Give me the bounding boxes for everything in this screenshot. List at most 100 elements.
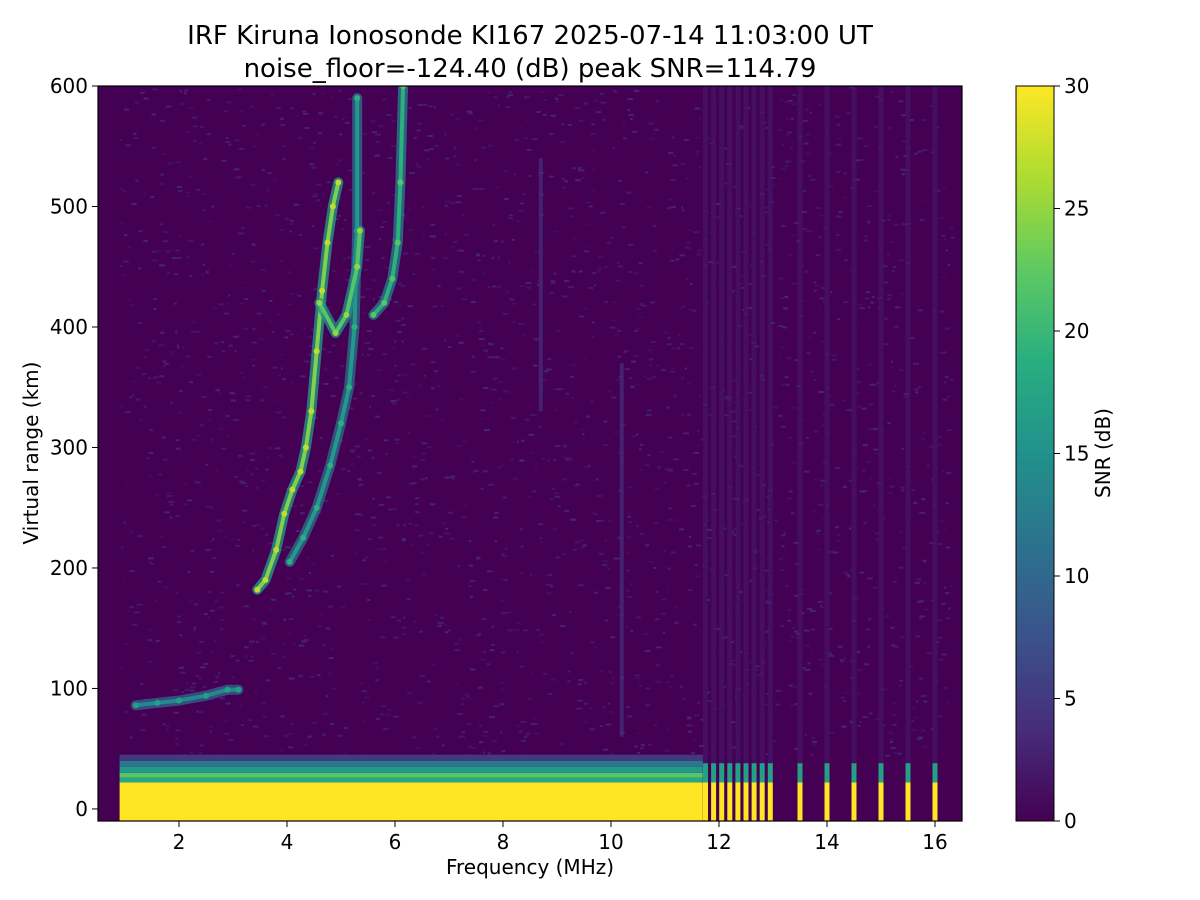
noise-pixel — [170, 351, 177, 353]
noise-pixel — [447, 511, 454, 514]
noise-pixel — [282, 378, 286, 380]
noise-pixel — [857, 137, 864, 140]
noise-pixel — [655, 100, 660, 103]
noise-pixel — [885, 754, 891, 757]
noise-pixel — [843, 301, 849, 304]
noise-pixel — [916, 578, 923, 581]
noise-pixel — [409, 208, 412, 211]
noise-pixel — [226, 101, 232, 104]
noise-pixel — [867, 645, 871, 648]
trace-point — [132, 702, 139, 709]
noise-pixel — [792, 282, 798, 285]
noise-pixel — [424, 374, 426, 377]
noise-pixel — [536, 111, 541, 113]
noise-pixel — [636, 732, 639, 735]
noise-pixel — [261, 479, 266, 482]
noise-pixel — [859, 307, 865, 310]
noise-pixel — [191, 331, 195, 333]
noise-pixel — [481, 344, 486, 347]
noise-pixel — [299, 375, 306, 378]
noise-pixel — [327, 351, 332, 354]
noise-pixel — [307, 336, 313, 339]
noise-pixel — [283, 618, 287, 621]
noise-pixel — [897, 752, 902, 755]
noise-pixel — [240, 372, 243, 374]
ground-clutter-pulse-fringe — [878, 763, 884, 783]
noise-pixel — [188, 107, 194, 109]
noise-pixel — [577, 166, 582, 169]
noise-pixel — [219, 606, 224, 609]
y-tick-label: 0 — [75, 797, 88, 821]
ground-clutter-fringe — [119, 777, 703, 783]
noise-pixel — [211, 698, 215, 701]
noise-pixel — [291, 505, 298, 508]
noise-pixel — [706, 700, 712, 702]
noise-pixel — [312, 93, 316, 96]
noise-pixel — [390, 145, 396, 148]
noise-pixel — [787, 131, 792, 134]
noise-pixel — [298, 136, 302, 139]
noise-pixel — [176, 742, 179, 745]
noise-pixel — [433, 144, 436, 147]
noise-pixel — [872, 427, 878, 430]
noise-pixel — [671, 347, 676, 350]
noise-pixel — [665, 681, 672, 684]
trace-point — [397, 179, 404, 186]
noise-pixel — [366, 354, 371, 357]
noise-pixel — [401, 538, 406, 541]
noise-pixel — [488, 716, 495, 719]
noise-pixel — [626, 705, 630, 708]
noise-pixel — [378, 536, 383, 539]
noise-pixel — [385, 114, 392, 116]
noise-pixel — [385, 453, 388, 456]
noise-pixel — [199, 677, 202, 680]
noise-pixel — [199, 424, 205, 427]
noise-pixel — [472, 278, 477, 281]
noise-pixel — [945, 502, 949, 505]
noise-pixel — [836, 533, 842, 536]
noise-pixel — [220, 619, 224, 621]
noise-pixel — [126, 484, 130, 487]
noise-pixel — [128, 396, 133, 399]
noise-pixel — [637, 752, 641, 754]
ground-clutter-pulse-fringe — [735, 763, 741, 783]
noise-pixel — [347, 470, 351, 473]
noise-pixel — [610, 636, 616, 639]
chart-subtitle: noise_floor=-124.40 (dB) peak SNR=114.79 — [244, 54, 817, 84]
noise-pixel — [458, 270, 464, 273]
noise-pixel — [544, 98, 547, 101]
noise-pixel — [221, 591, 224, 594]
noise-pixel — [668, 507, 672, 510]
noise-pixel — [609, 682, 615, 685]
noise-pixel — [509, 298, 515, 301]
noise-pixel — [640, 744, 646, 747]
noise-pixel — [610, 236, 615, 239]
noise-pixel — [884, 317, 888, 320]
noise-pixel — [405, 579, 411, 582]
noise-pixel — [764, 569, 771, 572]
noise-pixel — [641, 304, 647, 307]
noise-pixel — [349, 450, 355, 453]
noise-pixel — [144, 356, 147, 358]
noise-pixel — [756, 674, 762, 677]
noise-pixel — [304, 127, 310, 129]
noise-pixel — [329, 722, 334, 725]
noise-pixel — [252, 364, 255, 367]
noise-pixel — [437, 285, 441, 288]
noise-pixel — [237, 538, 241, 541]
noise-pixel — [777, 129, 783, 132]
noise-pixel — [190, 550, 195, 553]
noise-pixel — [602, 748, 609, 751]
noise-pixel — [443, 522, 446, 525]
noise-pixel — [334, 376, 339, 379]
noise-pixel — [470, 580, 476, 582]
noise-pixel — [525, 281, 532, 284]
noise-pixel — [419, 675, 425, 678]
trace-point — [343, 311, 350, 318]
noise-pixel — [913, 362, 919, 365]
noise-pixel — [579, 315, 585, 318]
noise-pixel — [362, 559, 367, 562]
noise-pixel — [203, 158, 208, 160]
noise-pixel — [472, 187, 479, 190]
